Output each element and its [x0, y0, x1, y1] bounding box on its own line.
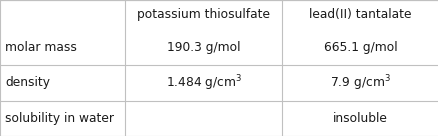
Text: solubility in water: solubility in water [5, 112, 114, 125]
Text: potassium thiosulfate: potassium thiosulfate [137, 8, 269, 21]
Text: density: density [5, 76, 50, 89]
Text: 1.484 g/cm$^3$: 1.484 g/cm$^3$ [165, 73, 241, 93]
Text: 665.1 g/mol: 665.1 g/mol [323, 41, 396, 54]
Text: molar mass: molar mass [5, 41, 77, 54]
Text: 7.9 g/cm$^3$: 7.9 g/cm$^3$ [329, 73, 390, 93]
Text: lead(II) tantalate: lead(II) tantalate [309, 8, 411, 21]
Text: insoluble: insoluble [332, 112, 387, 125]
Text: 190.3 g/mol: 190.3 g/mol [166, 41, 240, 54]
